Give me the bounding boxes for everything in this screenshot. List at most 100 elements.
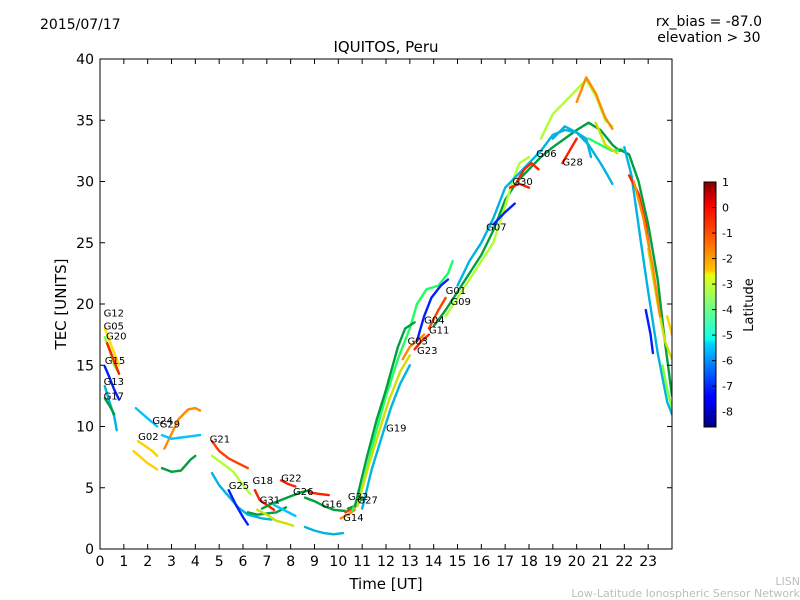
series-g15 — [103, 365, 121, 401]
credit-full: Low-Latitude Ionospheric Sensor Network — [571, 587, 800, 600]
satellite-label-g23: G23 — [417, 346, 437, 357]
x-tick-label: 1 — [119, 554, 128, 570]
series-g09 — [444, 155, 531, 318]
series-g18 — [253, 489, 276, 511]
y-tick-label: 40 — [76, 52, 94, 68]
x-tick-label: 0 — [96, 554, 105, 570]
x-tick-label: 9 — [310, 554, 319, 570]
series-g03 — [401, 333, 426, 361]
series-fall5 — [647, 247, 672, 361]
elevation-label: elevation > 30 — [657, 30, 761, 46]
satellite-label-g06: G06 — [536, 149, 556, 160]
y-tick-label: 15 — [76, 358, 94, 374]
x-tick-label: 17 — [496, 554, 514, 570]
y-tick-label: 20 — [76, 297, 94, 313]
satellite-label-g19: G19 — [386, 423, 406, 434]
series-g16c — [303, 525, 345, 536]
series-rise2 — [353, 321, 416, 508]
x-tick-label: 2 — [143, 554, 152, 570]
series-g26 — [260, 489, 311, 510]
x-tick-label: 21 — [592, 554, 610, 570]
satellite-label-g11: G11 — [429, 325, 449, 336]
series-rise3 — [356, 354, 411, 508]
x-tick-label: 23 — [639, 554, 657, 570]
satellite-label-g15: G15 — [105, 356, 125, 367]
y-tick-label: 30 — [76, 175, 94, 191]
y-tick-label: 25 — [76, 236, 94, 252]
colorbar-label: Latitude — [742, 278, 757, 332]
colorbar-tick-label: -6 — [722, 355, 733, 368]
series-g11 — [427, 296, 447, 330]
series-g17 — [103, 397, 116, 416]
x-tick-label: 4 — [191, 554, 200, 570]
x-tick-label: 7 — [262, 554, 271, 570]
y-tick-label: 0 — [85, 542, 94, 558]
series-g16 — [303, 496, 347, 513]
plot-frame — [99, 58, 673, 550]
satellite-label-g14: G14 — [343, 513, 363, 524]
colorbar-tick-label: -8 — [722, 406, 733, 419]
x-tick-label: 14 — [425, 554, 443, 570]
satellite-label-g05: G05 — [104, 322, 124, 333]
series-g24 — [136, 440, 159, 458]
series-g22 — [279, 479, 297, 488]
colorbar-tick-label: -2 — [722, 253, 733, 266]
satellite-label-g01: G01 — [446, 286, 466, 297]
series-g24b — [160, 454, 197, 473]
series-g04 — [415, 278, 450, 342]
colorbar-tick-label: -3 — [722, 278, 733, 291]
satellite-label-g13: G13 — [104, 377, 124, 388]
series-g29b — [163, 406, 202, 450]
series-fall2 — [623, 146, 672, 416]
axis-layer: 0 1 2 3 4 5 6 7 8 9 10 11 12 13 14 15 16 17 18 19 20 21 22 2305… — [76, 52, 672, 570]
x-tick-label: 19 — [544, 554, 562, 570]
satellite-label-g31: G31 — [260, 496, 280, 507]
series-g30b — [508, 182, 531, 189]
colorbar-tick-label: -1 — [722, 227, 733, 240]
x-tick-label: 20 — [568, 554, 586, 570]
x-tick-label: 10 — [329, 554, 347, 570]
satellite-label-g30: G30 — [512, 177, 532, 188]
date-label: 2015/07/17 — [40, 17, 121, 33]
receiver-info: rx_bias = -87.0 elevation > 30 — [656, 14, 762, 46]
colorbar-tick-label: 1 — [722, 176, 729, 189]
series-peak5 — [594, 121, 619, 155]
series-g30 — [492, 202, 516, 226]
series-layer — [103, 76, 672, 536]
colorbar-tick-label: 0 — [722, 202, 729, 215]
series-peak2 — [551, 125, 614, 186]
series-g21 — [210, 440, 249, 470]
series-g31b — [256, 508, 295, 527]
y-tick-label: 5 — [85, 481, 94, 497]
y-tick-label: 10 — [76, 420, 94, 436]
colorbar-gradient — [703, 181, 717, 428]
rx-bias-label: rx_bias = -87.0 — [655, 14, 762, 30]
credit-short: LISN — [775, 575, 800, 588]
series-g12 — [103, 327, 121, 367]
series-g01 — [432, 121, 621, 328]
series-g23 — [413, 333, 431, 351]
series-fall4 — [644, 308, 655, 355]
x-tick-label: 22 — [615, 554, 633, 570]
series-g02 — [132, 449, 159, 471]
satellite-label-g28: G28 — [562, 158, 582, 169]
series-g28 — [561, 137, 578, 165]
satellite-label-g18: G18 — [253, 476, 273, 487]
satellite-label-g21: G21 — [210, 434, 230, 445]
colorbar-tick-label: -4 — [722, 304, 733, 317]
x-tick-label: 8 — [286, 554, 295, 570]
series-g32 — [339, 508, 357, 520]
satellite-label-g17: G17 — [104, 392, 124, 403]
colorbar-tick-label: -5 — [722, 329, 733, 342]
x-tick-label: 3 — [167, 554, 176, 570]
series-fall6 — [666, 315, 672, 336]
satellite-label-g02: G02 — [138, 432, 158, 443]
x-tick-label: 15 — [449, 554, 467, 570]
x-tick-label: 5 — [215, 554, 224, 570]
satellite-label-g03: G03 — [407, 336, 427, 347]
satellite-label-g27: G27 — [357, 496, 377, 507]
series-rise1 — [351, 259, 454, 511]
satellite-label-g25: G25 — [229, 481, 249, 492]
colorbar: 1 0 -1 -2 -3 -4 -5 -6 -7 -8 — [703, 176, 733, 428]
